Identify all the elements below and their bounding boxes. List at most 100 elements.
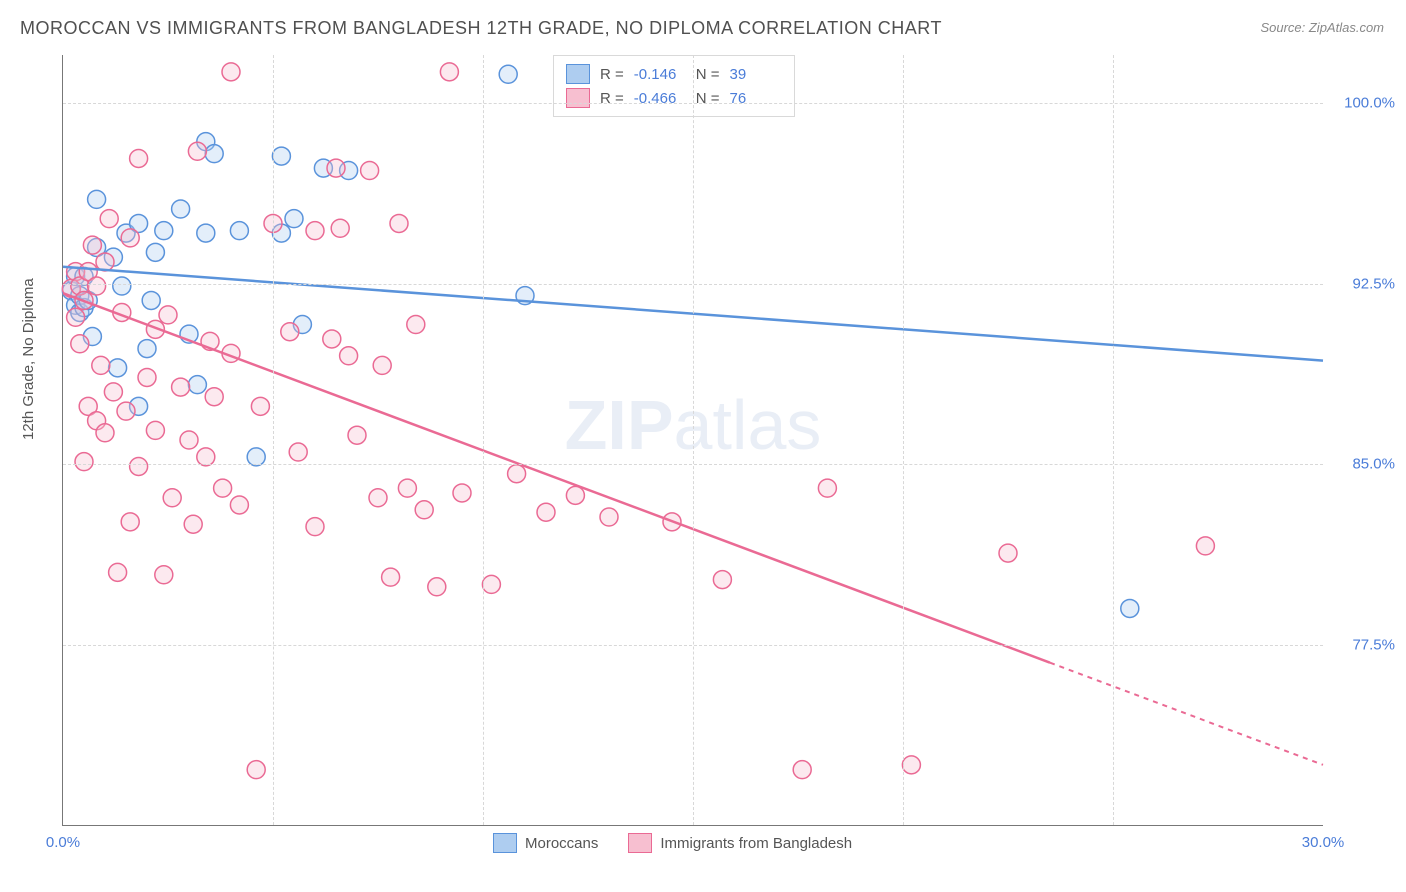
data-point <box>713 571 731 589</box>
data-point <box>130 149 148 167</box>
data-point <box>67 308 85 326</box>
stat-n-value: 39 <box>730 66 782 83</box>
data-point <box>188 142 206 160</box>
data-point <box>163 489 181 507</box>
data-point <box>138 340 156 358</box>
data-point <box>285 210 303 228</box>
data-point <box>306 518 324 536</box>
plot-area: ZIPatlas R =-0.146N =39R =-0.466N =76 Mo… <box>62 55 1323 826</box>
gridline-v <box>1113 55 1114 825</box>
y-axis-label: 12th Grade, No Diploma <box>20 278 37 440</box>
data-point <box>415 501 433 519</box>
data-point <box>1196 537 1214 555</box>
x-tick-label: 0.0% <box>46 834 80 851</box>
legend-swatch <box>493 833 517 853</box>
data-point <box>88 190 106 208</box>
data-point <box>121 513 139 531</box>
gridline-v <box>273 55 274 825</box>
data-point <box>327 159 345 177</box>
data-point <box>793 761 811 779</box>
gridline-v <box>483 55 484 825</box>
data-point <box>100 210 118 228</box>
legend-bottom: Moroccans Immigrants from Bangladesh <box>493 833 852 853</box>
data-point <box>197 224 215 242</box>
data-point <box>600 508 618 526</box>
data-point <box>172 200 190 218</box>
stats-row: R =-0.146N =39 <box>566 62 782 86</box>
data-point <box>88 277 106 295</box>
y-tick-label: 77.5% <box>1330 636 1395 653</box>
data-point <box>289 443 307 461</box>
data-point <box>146 243 164 261</box>
legend-item: Moroccans <box>493 833 598 853</box>
data-point <box>340 347 358 365</box>
data-point <box>348 426 366 444</box>
data-point <box>508 465 526 483</box>
legend-swatch <box>628 833 652 853</box>
stats-row: R =-0.466N =76 <box>566 86 782 110</box>
data-point <box>155 566 173 584</box>
trend-line <box>63 293 1050 662</box>
data-point <box>247 761 265 779</box>
data-point <box>138 368 156 386</box>
data-point <box>83 236 101 254</box>
data-point <box>440 63 458 81</box>
stat-r-value: -0.146 <box>634 66 686 83</box>
data-point <box>407 316 425 334</box>
data-point <box>109 563 127 581</box>
data-point <box>130 457 148 475</box>
data-point <box>361 162 379 180</box>
data-point <box>1121 599 1139 617</box>
data-point <box>142 291 160 309</box>
data-point <box>109 359 127 377</box>
data-point <box>104 383 122 401</box>
data-point <box>902 756 920 774</box>
legend-label: Immigrants from Bangladesh <box>660 835 852 852</box>
source-attribution: Source: ZipAtlas.com <box>1260 20 1384 35</box>
data-point <box>184 515 202 533</box>
data-point <box>113 277 131 295</box>
data-point <box>390 214 408 232</box>
data-point <box>117 402 135 420</box>
data-point <box>121 229 139 247</box>
data-point <box>172 378 190 396</box>
y-tick-label: 85.0% <box>1330 456 1395 473</box>
data-point <box>453 484 471 502</box>
data-point <box>323 330 341 348</box>
data-point <box>222 63 240 81</box>
data-point <box>373 356 391 374</box>
data-point <box>188 376 206 394</box>
data-point <box>499 65 517 83</box>
x-tick-label: 30.0% <box>1302 834 1345 851</box>
gridline-v <box>903 55 904 825</box>
data-point <box>159 306 177 324</box>
data-point <box>214 479 232 497</box>
gridline-v <box>693 55 694 825</box>
legend-label: Moroccans <box>525 835 598 852</box>
stat-r-label: R = <box>600 66 624 83</box>
data-point <box>75 453 93 471</box>
data-point <box>205 388 223 406</box>
legend-swatch <box>566 64 590 84</box>
chart-title: MOROCCAN VS IMMIGRANTS FROM BANGLADESH 1… <box>20 18 942 39</box>
data-point <box>537 503 555 521</box>
legend-item: Immigrants from Bangladesh <box>628 833 852 853</box>
data-point <box>230 222 248 240</box>
data-point <box>205 145 223 163</box>
y-tick-label: 100.0% <box>1330 95 1395 112</box>
data-point <box>92 356 110 374</box>
data-point <box>96 424 114 442</box>
data-point <box>146 421 164 439</box>
y-tick-label: 92.5% <box>1330 275 1395 292</box>
data-point <box>482 575 500 593</box>
data-point <box>369 489 387 507</box>
data-point <box>428 578 446 596</box>
data-point <box>272 147 290 165</box>
legend-swatch <box>566 88 590 108</box>
data-point <box>180 431 198 449</box>
data-point <box>382 568 400 586</box>
data-point <box>230 496 248 514</box>
data-point <box>155 222 173 240</box>
data-point <box>818 479 836 497</box>
data-point <box>999 544 1017 562</box>
